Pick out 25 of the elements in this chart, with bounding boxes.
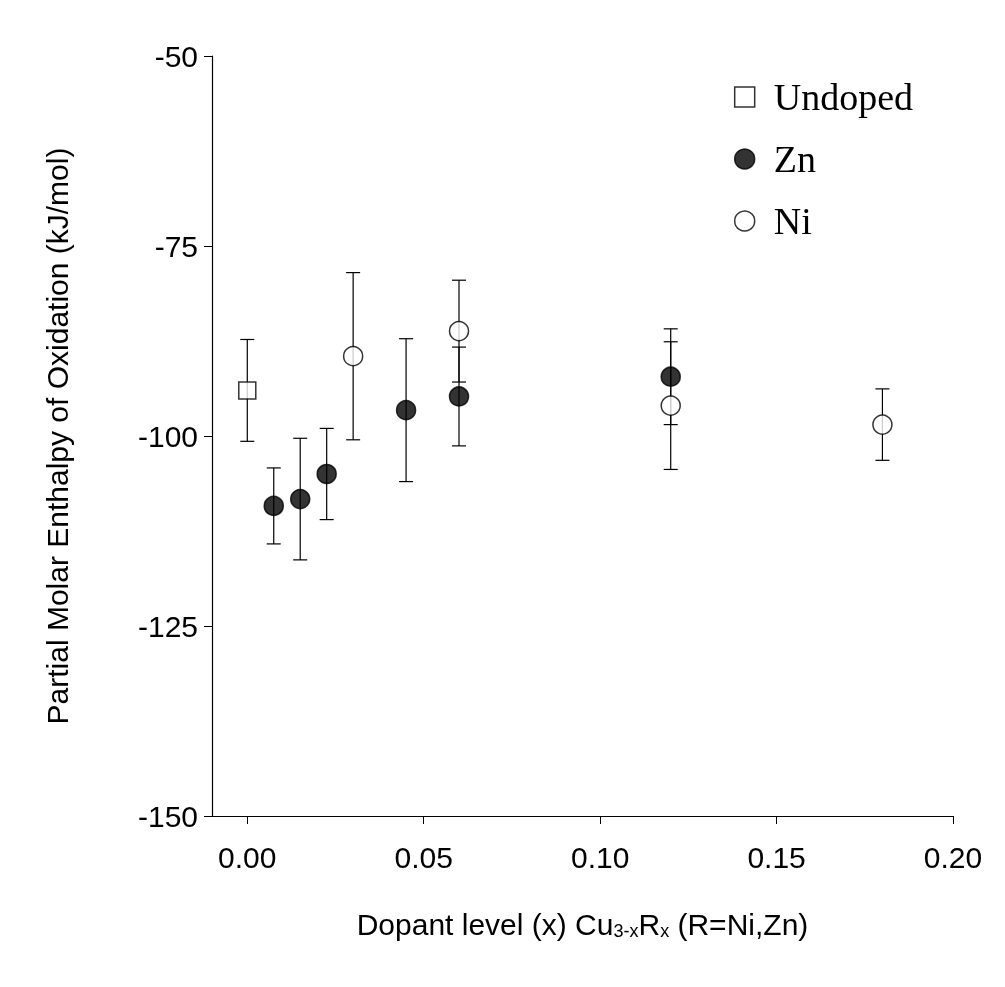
point [395,399,417,421]
point [289,488,311,510]
point [872,414,893,435]
legend-label: Undoped [773,76,913,118]
point [660,366,681,387]
y-tick-label: -100 [137,419,198,453]
x-tick-label: 0.20 [923,840,983,874]
legend-label: Zn [773,138,816,180]
x-tick-label: 0.10 [570,840,630,874]
point [263,495,284,517]
x-tick-label: 0.05 [394,840,453,874]
y-tick-label: -75 [154,229,198,263]
x-tick-label: 0.15 [747,840,806,874]
point [448,386,470,407]
y-tick-label: -150 [137,799,198,833]
point [660,395,681,416]
point [238,381,257,400]
legend-label: Ni [773,200,812,242]
y-axis-title: Partial Molar Enthalpy of Oxidation (kJ/mol) [40,147,74,725]
x-tick-label: 0.00 [218,840,277,874]
point [316,463,337,485]
point [342,345,364,367]
y-tick-label: -125 [137,609,198,643]
y-tick-label: -50 [154,39,198,73]
point [448,320,470,342]
